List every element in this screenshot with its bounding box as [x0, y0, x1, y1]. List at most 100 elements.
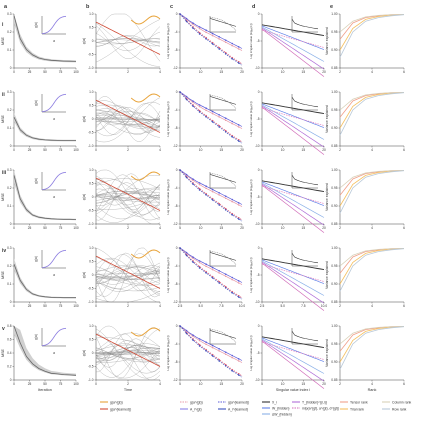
- sv-point: [205, 107, 207, 109]
- ga-ylabel: g(a): [82, 116, 86, 122]
- mse-ytick-label: 0.2: [7, 365, 12, 369]
- sv-inset-line: [209, 174, 237, 183]
- sv-ytick-label: -4: [175, 264, 178, 268]
- ga-trace: [95, 174, 160, 220]
- sv-inset-line: [209, 329, 237, 343]
- sv-xtick-label: 10: [199, 226, 203, 230]
- sv-point: [237, 124, 240, 126]
- sv-point: [231, 56, 234, 59]
- sv-point: [192, 183, 194, 185]
- mse-band: [14, 326, 76, 376]
- sv-point: [231, 212, 234, 215]
- sv2-ytick-label: 0: [258, 324, 260, 328]
- sv-point: [218, 282, 220, 284]
- inset-axes: [41, 94, 66, 113]
- ga-trace: [95, 196, 161, 203]
- sv-line: [179, 169, 243, 221]
- mse-ytick-label: 0.1: [7, 126, 12, 130]
- sv-ytick-label: 0: [176, 90, 178, 94]
- mse-xtick-label: 50: [43, 70, 47, 74]
- mse-ytick-label: 0.1: [7, 48, 12, 52]
- sv-point: [205, 116, 207, 118]
- ga-ytick-label: 1.0: [89, 324, 94, 328]
- sv-point: [231, 276, 234, 279]
- sv2-xtick-label: 15: [302, 226, 306, 230]
- sv-point: [205, 263, 207, 266]
- ve-ytick-label: 0.95: [331, 30, 337, 34]
- row-iv: 0 0.1 0.2 0.3 0 25 50 75 100 MSE a g(a) -1.0 -0.5 0 0.5…: [1, 246, 405, 311]
- sv-line: [179, 247, 243, 299]
- ga-trace: [95, 103, 161, 135]
- ve-ytick-label: 0.95: [331, 264, 337, 268]
- sv2-axes: [261, 14, 324, 69]
- sv-point: [185, 95, 188, 98]
- ga-trace: [95, 338, 161, 368]
- mse-xtick-label: 0: [13, 148, 15, 152]
- sv-point: [205, 31, 207, 34]
- ga-xtick-label: 0: [95, 70, 97, 74]
- sv2-xlabel: Singular value index i: [276, 388, 310, 392]
- sv-point: [198, 338, 201, 340]
- sv-point: [218, 192, 220, 194]
- mse-xtick-label: 25: [28, 226, 32, 230]
- inset-curve: [41, 327, 67, 347]
- sv2-xtick-label: 20: [322, 226, 326, 230]
- ve-xtick-label: 4: [371, 148, 373, 152]
- sv2-ytick-label: 0: [258, 90, 260, 94]
- ga-trace: [95, 112, 161, 126]
- sv2-line: [261, 185, 325, 204]
- ga-trace: [95, 247, 160, 303]
- mse-xtick-label: 75: [59, 70, 63, 74]
- sv-point: [218, 350, 220, 352]
- sv-point: [205, 109, 207, 112]
- sv2-xtick-label: 10: [281, 148, 285, 152]
- sv2-inset-axes: [291, 250, 318, 267]
- inset-xlabel: a: [53, 117, 55, 121]
- sv2-inset-line: [291, 175, 319, 186]
- sv-ylabel: Log singular value (log₁₀(σᵢ)): [166, 335, 170, 370]
- sv-point: [198, 109, 201, 112]
- inset-curve: [41, 171, 67, 191]
- sv-point: [224, 39, 227, 41]
- ga-ylabel: g(a): [82, 272, 86, 278]
- sv-point: [231, 122, 234, 125]
- mse-xtick-label: 0: [13, 70, 15, 74]
- ve-xtick-label: 2: [339, 382, 341, 386]
- mse-xtick-label: 100: [73, 70, 79, 74]
- ve-ytick-label: 1.00: [331, 246, 337, 250]
- sv-point: [185, 329, 188, 332]
- sv-point: [224, 209, 227, 211]
- ga-xtick-label: 2: [127, 304, 129, 308]
- sv2-line: [261, 340, 325, 389]
- sv2-ytick-label: -5: [257, 39, 260, 43]
- ve-line: [339, 248, 405, 267]
- ga-trace: [95, 325, 161, 381]
- ga-ytick-label: -1.0: [88, 144, 94, 148]
- ga-trace: [95, 107, 161, 131]
- sv-inset-line: [209, 330, 237, 339]
- sv-point: [205, 350, 207, 352]
- sv-point: [237, 60, 240, 63]
- ga-trace: [95, 257, 161, 292]
- sv-point: [224, 41, 227, 44]
- legend-d-dw-label: ΔW_{hidden}: [272, 412, 293, 416]
- sv2-line: [261, 24, 325, 37]
- sv-point: [192, 261, 194, 263]
- row-label: iv: [2, 248, 6, 254]
- ve-line: [339, 92, 405, 136]
- ve-xtick-label: 4: [371, 70, 373, 74]
- ve-ytick-label: 0.95: [331, 186, 337, 190]
- sv-point: [218, 360, 220, 362]
- mse-ytick-label: 0: [10, 66, 12, 70]
- sv-point: [237, 138, 240, 141]
- sv2-axes: [261, 326, 324, 381]
- ga-trace: [95, 101, 161, 137]
- inset-axes: [41, 328, 66, 347]
- row-label: v: [2, 326, 5, 332]
- sv-point: [224, 273, 227, 275]
- sv2-xtick-label: 5: [261, 382, 263, 386]
- inset-ylabel: g(a): [34, 100, 38, 106]
- mse-ytick-label: 0: [10, 300, 12, 304]
